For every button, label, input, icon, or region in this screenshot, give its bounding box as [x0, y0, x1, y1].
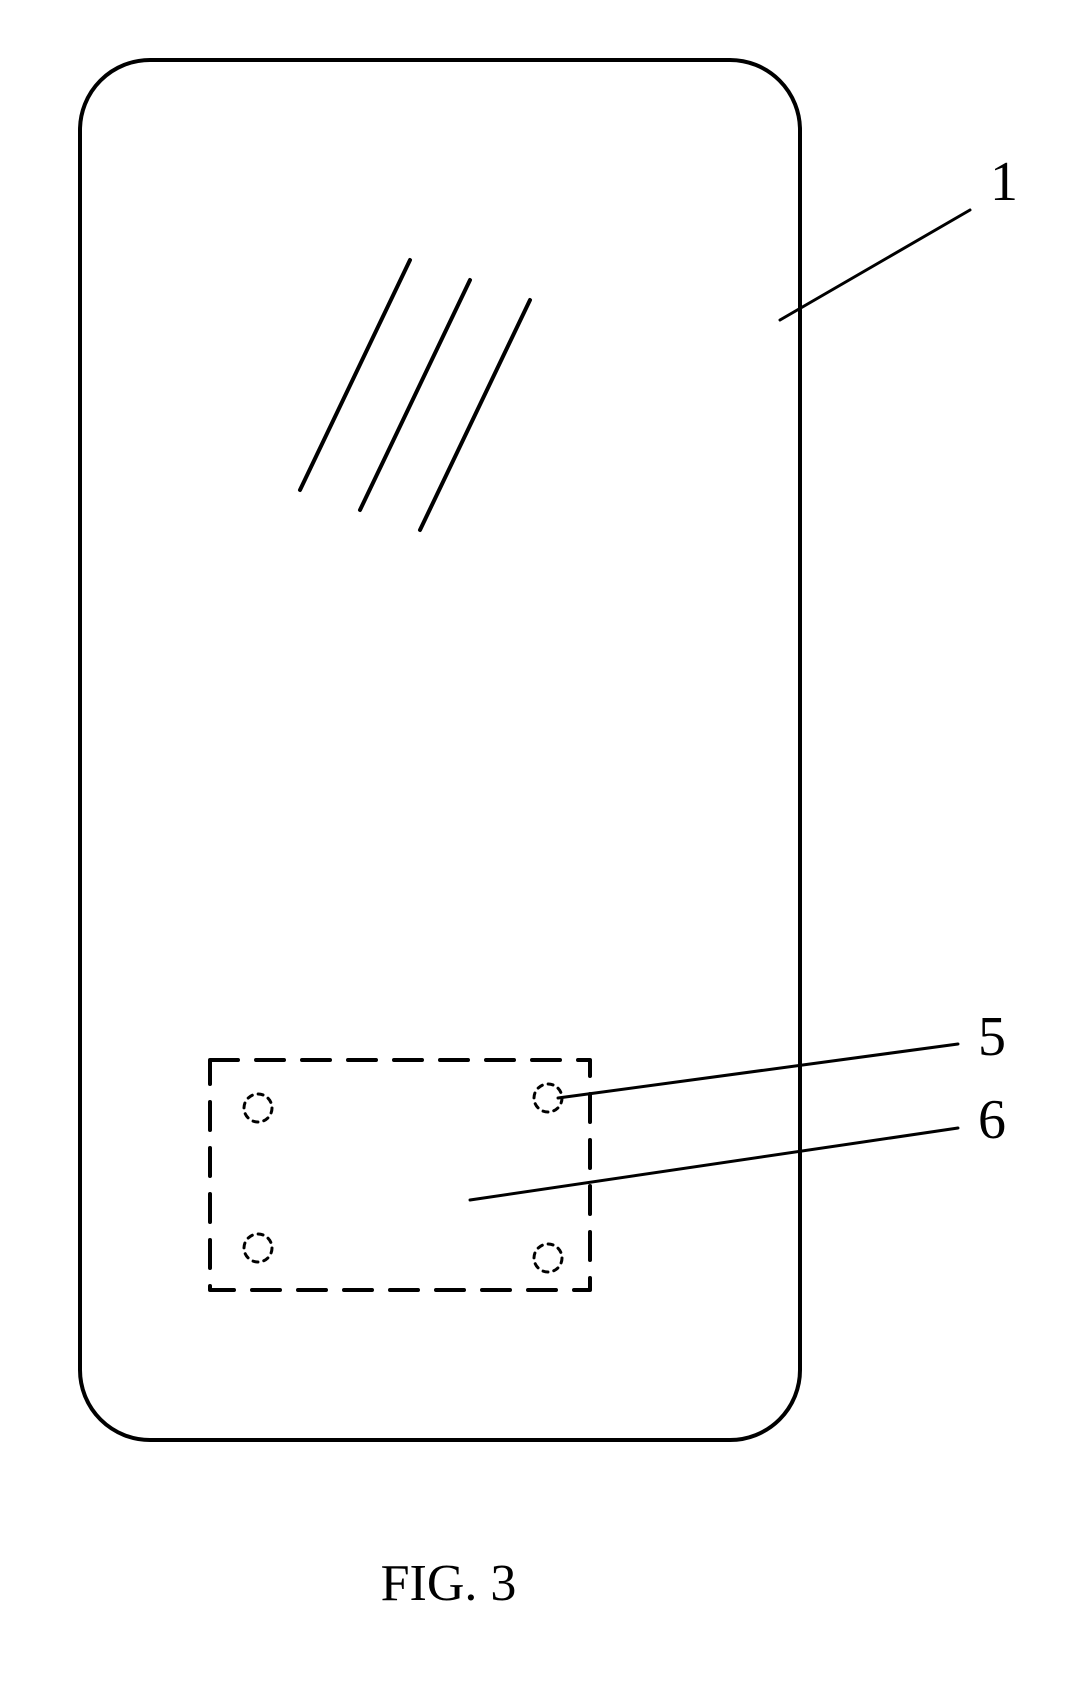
device-body — [80, 60, 800, 1440]
callout-label-1: 1 — [990, 151, 1018, 213]
hole-bottom-right-icon — [534, 1244, 562, 1272]
figure-svg: 1 5 6 FIG. 3 — [0, 0, 1077, 1693]
leader-line-1 — [780, 210, 970, 320]
hole-top-left-icon — [244, 1094, 272, 1122]
callout-label-6: 6 — [978, 1089, 1006, 1151]
leader-line-5 — [558, 1044, 958, 1098]
glare-hatch-2 — [360, 280, 470, 510]
figure-caption: FIG. 3 — [381, 1555, 517, 1612]
callout-label-5: 5 — [978, 1006, 1006, 1068]
leader-line-6 — [470, 1128, 958, 1200]
glare-hatch-3 — [420, 300, 530, 530]
glare-hatch-1 — [300, 260, 410, 490]
hole-bottom-left-icon — [244, 1234, 272, 1262]
